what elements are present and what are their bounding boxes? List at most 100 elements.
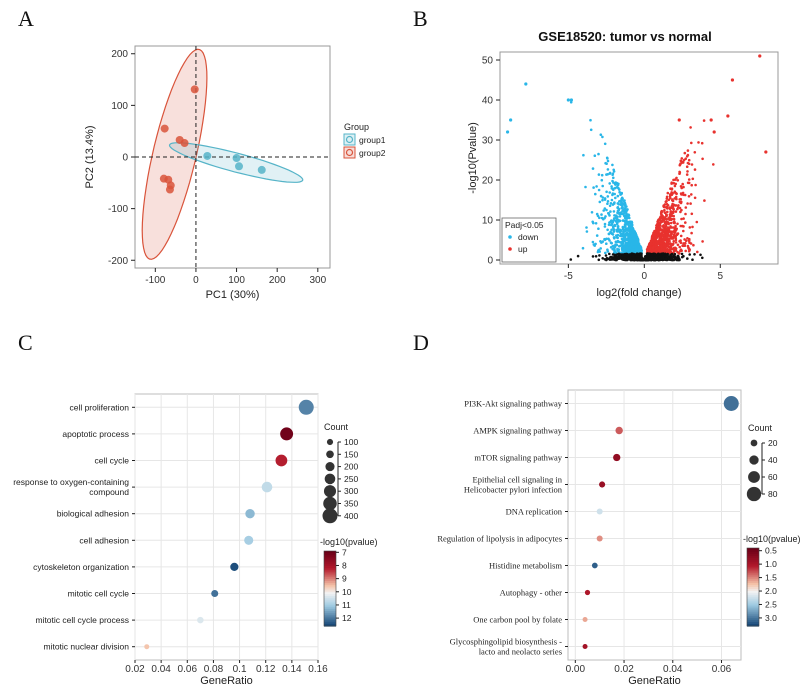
up-gene-point [685, 173, 689, 176]
up-gene-point [667, 237, 671, 240]
down-gene-point [600, 213, 603, 216]
down-gene-point [613, 224, 617, 227]
up-gene-point [684, 221, 687, 224]
legend-key-group2 [343, 146, 356, 159]
x-axis-title: PC1 (30%) [206, 289, 260, 301]
down-gene-point [612, 230, 616, 233]
x-tick-label: 0.02 [125, 664, 145, 675]
up-gene-point [676, 206, 680, 209]
down-gene-point [612, 210, 616, 213]
up-gene-point [666, 243, 669, 247]
up-gene-point [673, 184, 677, 188]
pvalue-colorbar-segment [747, 590, 759, 594]
down-gene-point [623, 224, 627, 228]
down-gene-point [623, 230, 626, 233]
volcano-title: GSE18520: tumor vs normal [538, 29, 711, 44]
ns-gene-point [670, 252, 674, 256]
legend-key-group1 [343, 133, 356, 146]
pvalue-colorbar-segment [747, 587, 759, 590]
down-gene-point [619, 244, 622, 247]
up-gene-point [651, 233, 655, 237]
pvalue-colorbar-segment [747, 598, 759, 602]
up-gene-point [679, 162, 682, 165]
enrichment-dot [261, 481, 273, 493]
down-gene-point [581, 246, 585, 250]
legend-key-dot-group2 [345, 148, 354, 157]
down-gene-point [630, 239, 634, 243]
down-gene-point [630, 224, 634, 228]
category-label: biological adhesion [57, 509, 130, 519]
up-gene-point [692, 243, 695, 247]
up-gene-point [665, 213, 668, 217]
group2-ellipse [141, 48, 208, 260]
y-tick-label: 10 [482, 216, 494, 227]
down-gene-point [616, 209, 620, 213]
pvalue-colorbar-segment [324, 562, 336, 565]
down-gene-point [605, 190, 608, 194]
down-gene-point [609, 223, 613, 227]
up-gene-point [669, 210, 672, 213]
x-tick-label: 0.14 [282, 664, 302, 675]
pvalue-legend-label: 12 [342, 613, 352, 623]
pvalue-colorbar-segment [324, 558, 336, 561]
legend-key-down [508, 235, 512, 239]
up-gene-point [673, 233, 676, 236]
up-gene-point [684, 239, 688, 242]
ns-gene-point [598, 254, 601, 257]
down-gene-point [615, 228, 618, 232]
down-gene-point [594, 222, 598, 225]
pca-plot: -100 0 100 200 300 -200 -100 0 100 200 PC1 (30%) PC… [84, 45, 386, 301]
x-tick-label: 0.1 [233, 664, 247, 675]
pvalue-colorbar-segment [324, 601, 336, 605]
category-label: mitotic nuclear division [43, 642, 129, 652]
category-label-line: cell cycle [95, 456, 130, 466]
down-gene-point [619, 233, 623, 237]
pvalue-colorbar-segment [324, 624, 336, 627]
ns-gene-point [660, 257, 663, 260]
down-gene-point [628, 246, 632, 250]
category-label-line: mitotic cell cycle [68, 589, 130, 599]
category-label-line: Regulation of lipolysis in adipocytes [437, 534, 562, 544]
down-gene-point [634, 232, 637, 235]
pvalue-colorbar-segment [747, 569, 759, 572]
down-gene-point [614, 196, 617, 200]
up-gene-point [663, 211, 667, 214]
down-gene-point [605, 237, 608, 241]
down-gene-point [623, 203, 627, 207]
pvalue-colorbar-segment [324, 607, 336, 610]
down-gene-point [603, 197, 607, 200]
up-gene-point [656, 223, 659, 226]
pvalue-colorbar-segment [747, 618, 759, 621]
pvalue-colorbar-segment [747, 555, 759, 559]
down-gene-point [626, 234, 629, 237]
up-gene-point [687, 246, 690, 249]
pvalue-legend-title: -log10(pvalue) [320, 537, 378, 547]
pvalue-colorbar-segment [747, 588, 759, 592]
up-outlier-point [726, 114, 730, 118]
pvalue-colorbar-segment [747, 557, 759, 561]
up-gene-point [670, 182, 673, 185]
up-gene-point [683, 193, 687, 197]
up-gene-point [671, 206, 674, 209]
x-axis-title: GeneRatio [200, 675, 253, 687]
up-gene-point [658, 224, 662, 227]
down-gene-point [630, 242, 633, 245]
category-label: AMPK signaling pathway [473, 426, 563, 436]
down-gene-point [599, 133, 603, 136]
pvalue-colorbar-segment [324, 622, 336, 625]
category-label-line: Autophagy - other [500, 588, 562, 598]
up-gene-point [687, 195, 691, 198]
x-tick-label: 300 [309, 275, 326, 286]
up-gene-point [680, 208, 683, 212]
up-gene-point [678, 171, 682, 174]
down-gene-point [598, 216, 601, 220]
up-gene-point [671, 243, 674, 247]
count-legend-dot [326, 438, 334, 446]
ns-gene-point [701, 256, 704, 260]
pvalue-colorbar-segment [324, 564, 336, 567]
ns-gene-point [647, 254, 650, 257]
down-gene-point [610, 187, 614, 190]
pvalue-colorbar-segment [324, 581, 336, 584]
down-gene-point [610, 185, 613, 188]
down-gene-point [620, 237, 624, 241]
